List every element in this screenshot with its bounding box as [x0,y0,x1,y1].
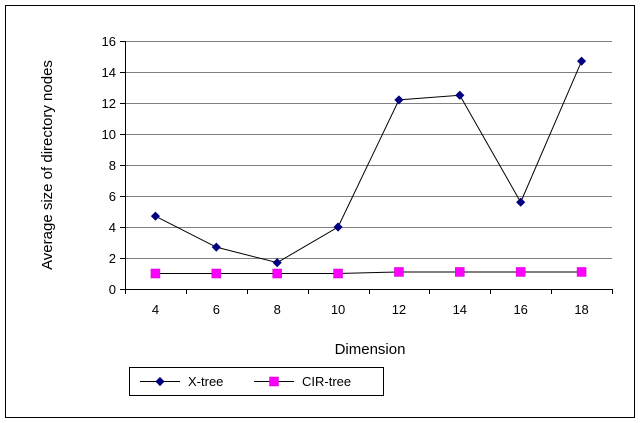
axes [120,41,613,294]
data-point-cir-tree [211,268,222,279]
data-point-x-tree [394,95,404,105]
data-point-cir-tree [333,268,343,279]
x-tick-label: 10 [331,302,345,317]
x-tick-label: 4 [152,302,159,317]
y-tick-label: 0 [109,282,116,297]
legend: X-tree CIR-tree [129,367,384,396]
x-tick-label: 14 [453,302,467,317]
x-tick-label: 6 [213,302,220,317]
y-tick-label: 12 [102,96,116,111]
x-tick-label: 18 [574,302,588,317]
data-point-cir-tree [515,267,526,277]
data-point-x-tree [576,56,587,66]
legend-marker-x-tree [155,376,165,387]
y-tick-label: 2 [109,251,116,266]
x-tick-labels: 4 6 8 10 12 14 16 18 [152,302,589,317]
series [150,56,587,279]
y-axis-title: Average size of directory nodes [39,60,56,270]
series-line-cir-tree [155,271,582,274]
data-point-cir-tree [576,267,587,277]
data-point-x-tree [211,242,221,252]
gridlines [125,41,612,259]
data-point-x-tree [272,258,282,268]
y-tick-label: 6 [109,189,116,204]
y-tick-label: 4 [109,220,116,235]
data-point-x-tree [516,197,526,207]
y-tick-label: 16 [102,34,116,49]
data-point-x-tree [455,90,465,100]
series-x-tree [150,56,587,268]
data-point-cir-tree [394,267,404,277]
x-tick-label: 8 [274,302,281,317]
legend-marker-cir-tree [269,376,279,387]
legend-label-cir-tree: CIR-tree [302,374,351,389]
x-axis-title: Dimension [335,341,406,358]
x-tick-label: 12 [392,302,406,317]
data-point-cir-tree [150,268,161,279]
data-point-cir-tree [455,267,465,277]
data-point-cir-tree [272,268,282,279]
y-tick-label: 10 [102,127,116,142]
legend-label-x-tree: X-tree [188,374,223,389]
data-point-x-tree [333,222,343,232]
x-tick-label: 16 [513,302,527,317]
chart-border [5,5,635,418]
y-tick-label: 14 [102,65,116,80]
series-cir-tree [150,267,587,279]
y-tick-labels: 0 2 4 6 8 10 12 14 16 [102,34,116,297]
series-line-x-tree [155,60,583,264]
y-tick-label: 8 [109,158,116,173]
data-point-x-tree [150,211,161,221]
